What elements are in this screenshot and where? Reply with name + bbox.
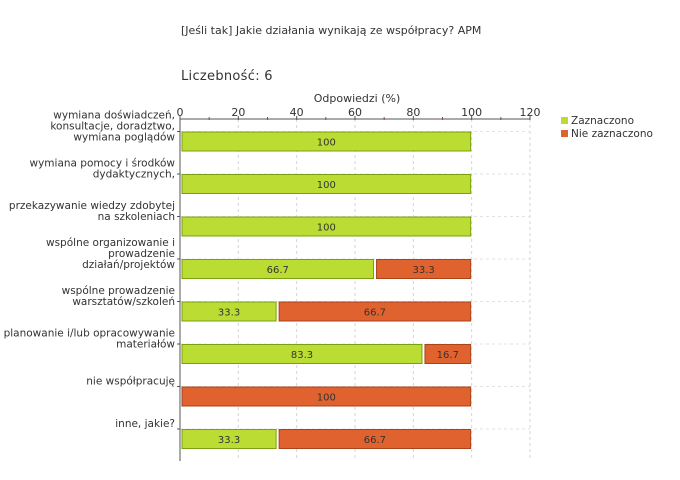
data-label: 33.3 (218, 308, 240, 319)
bar-nie-zaznaczono (278, 429, 472, 449)
category-label: materiałów (116, 339, 175, 351)
category-label: inne, jakie? (115, 418, 175, 430)
category-label: przekazywanie wiedzy zdobytej (9, 200, 175, 212)
bar-nie-zaznaczono (376, 259, 472, 279)
bar-zaznaczono (181, 174, 472, 194)
x-tick-label: 120 (520, 106, 541, 119)
category-label: wymiana poglądów (73, 132, 175, 144)
legend-label: Zaznaczono (571, 115, 634, 127)
legend-swatch (561, 130, 568, 137)
category-label: konsultacje, doradztwo, (50, 121, 175, 133)
data-label: 66.7 (267, 265, 289, 276)
x-tick-label: 40 (290, 106, 304, 119)
bar-zaznaczono (181, 216, 472, 237)
category-label: działań/projektów (82, 259, 175, 271)
data-label: 66.7 (364, 308, 386, 319)
legend-swatch (561, 117, 568, 124)
data-label: 100 (317, 180, 336, 191)
data-label: 33.3 (412, 265, 434, 276)
category-label: na szkoleniach (98, 211, 175, 223)
bar-nie-zaznaczono (278, 301, 472, 322)
data-label: 100 (317, 223, 336, 234)
x-tick-label: 20 (231, 106, 245, 119)
bar-nie-zaznaczono (181, 386, 472, 407)
x-tick-label: 60 (348, 106, 362, 119)
data-label: 66.7 (364, 435, 386, 446)
category-label: planowanie i/lub opracowywanie (4, 328, 175, 340)
data-label: 33.3 (218, 435, 240, 446)
bar-nie-zaznaczono (424, 344, 472, 364)
x-tick-label: 100 (461, 106, 482, 119)
x-axis-label: Odpowiedzi (%) (314, 92, 401, 105)
legend-label: Nie zaznaczono (571, 128, 653, 140)
data-label: 100 (317, 138, 336, 149)
data-label: 100 (317, 393, 336, 404)
category-label: wymiana pomocy i środków (30, 158, 176, 170)
x-tick-label: 80 (406, 106, 420, 119)
category-label: dydaktycznych, (93, 169, 175, 181)
category-label: wspólne organizowanie i (46, 237, 175, 249)
data-label: 16.7 (437, 350, 459, 361)
bar-zaznaczono (181, 259, 375, 279)
category-label: nie współpracuję (86, 376, 175, 388)
x-tick-label: 0 (177, 106, 184, 119)
category-label: prowadzenie (108, 248, 175, 260)
chart-title: [Jeśli tak] Jakie działania wynikają ze … (181, 24, 481, 37)
chart-subtitle: Liczebność: 6 (181, 69, 273, 84)
bar-zaznaczono (181, 429, 277, 449)
bar-zaznaczono (181, 131, 472, 152)
category-label: warsztatów/szkoleń (72, 296, 175, 308)
category-label: wspólne prowadzenie (62, 285, 175, 297)
data-label: 83.3 (291, 350, 313, 361)
bar-zaznaczono (181, 301, 277, 322)
bar-zaznaczono (181, 344, 423, 364)
category-label: wymiana doświadczeń, (53, 110, 175, 122)
